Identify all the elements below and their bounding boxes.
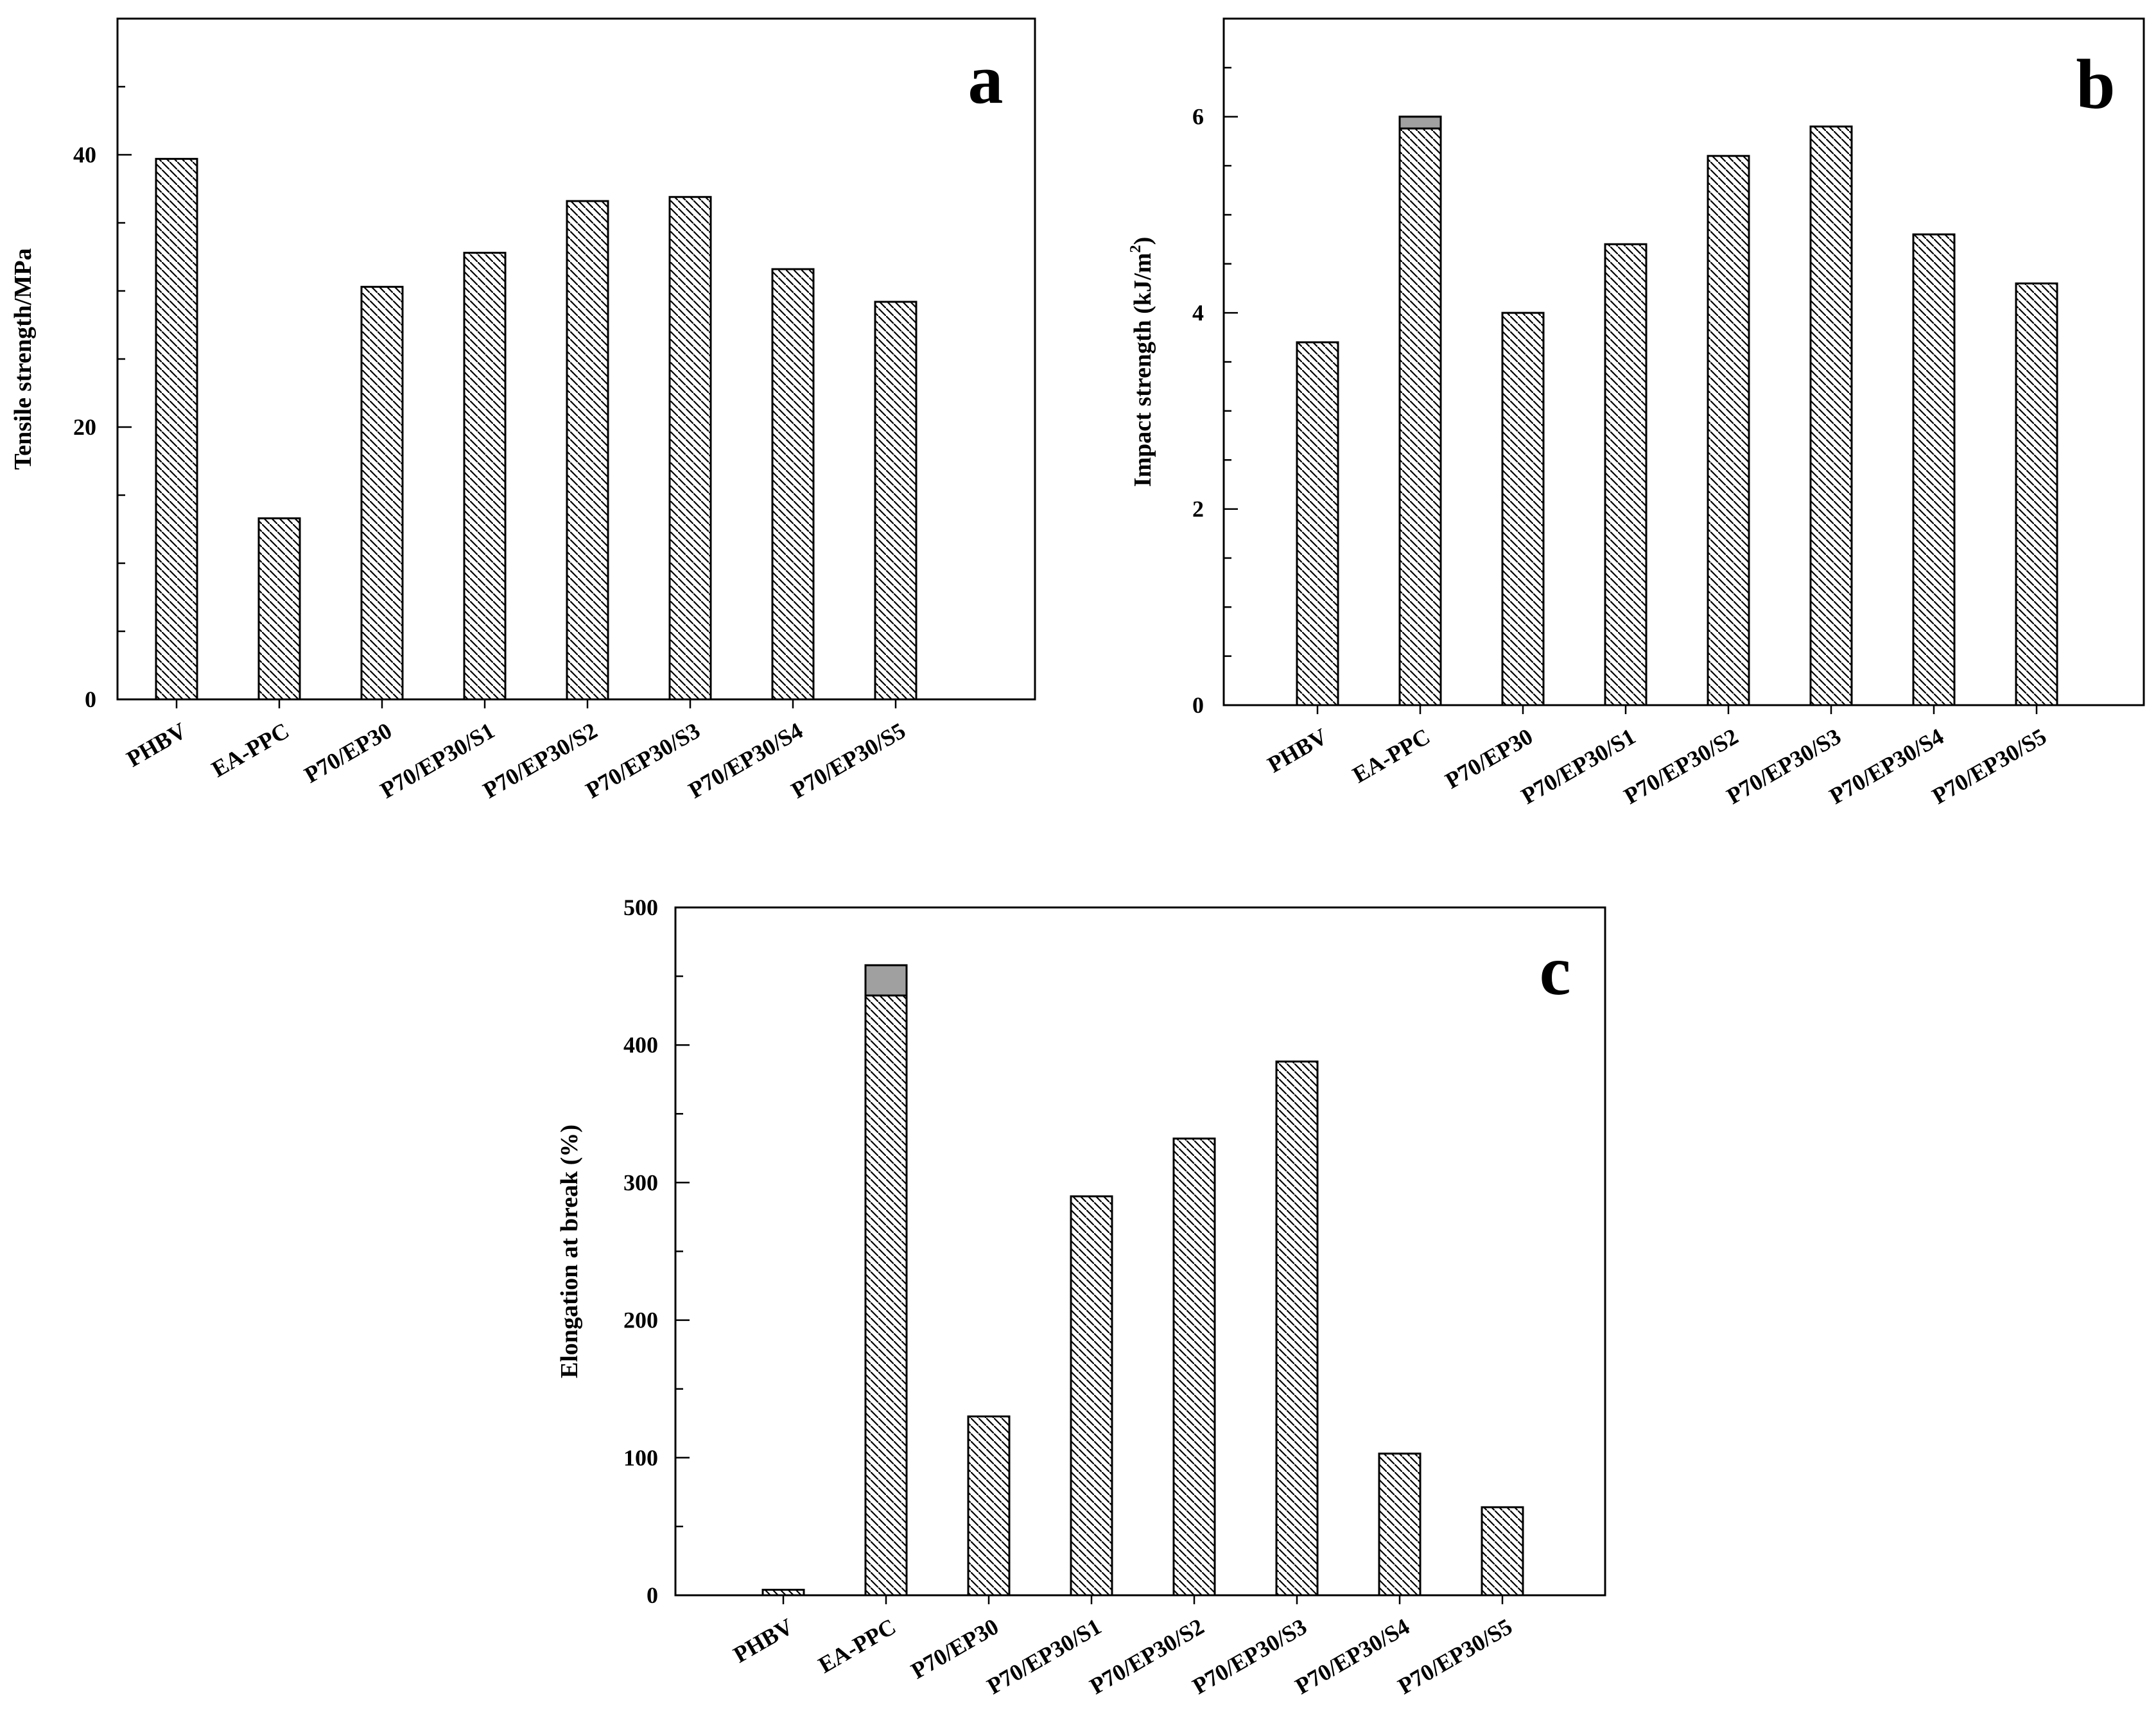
y-tick-label: 100 <box>623 1445 658 1471</box>
bar-p70-ep30-s5 <box>2015 282 2058 706</box>
bar-p70-ep30 <box>967 1415 1011 1597</box>
bar-cap-ea-ppc <box>864 964 908 997</box>
bar-p70-ep30 <box>1501 311 1545 706</box>
y-axis-label-superscript: 2 <box>1127 245 1144 252</box>
y-tick-label: 0 <box>85 687 96 712</box>
y-axis-label-text: Tensile strength/MPa <box>10 248 37 469</box>
y-tick-label: 4 <box>1192 300 1204 326</box>
x-tick-label-phbv: PHBV <box>1263 723 1332 778</box>
bar-ea-ppc <box>1398 116 1442 706</box>
bar-p70-ep30-s2 <box>1172 1137 1216 1597</box>
x-tick-label-p70-ep30-s1: P70/EP30/S1 <box>1517 723 1640 809</box>
y-axis-label-text: Elongation at break (%) <box>556 1125 583 1378</box>
x-tick-label-p70-ep30-s2: P70/EP30/S2 <box>1085 1613 1208 1699</box>
bar-p70-ep30-s4 <box>1378 1452 1421 1597</box>
panel-letter: a <box>968 40 1004 118</box>
bar-ea-ppc <box>257 517 301 701</box>
plot-frame <box>1222 17 2145 706</box>
x-tick-label-p70-ep30-s3: P70/EP30/S3 <box>1723 723 1846 809</box>
y-axis-label: Elongation at break (%) <box>556 1125 583 1378</box>
x-tick-label-p70-ep30-s4: P70/EP30/S4 <box>1291 1613 1414 1699</box>
x-tick-label-phbv: PHBV <box>122 717 191 772</box>
y-axis-label-text: Impact strength (kJ/m <box>1129 253 1156 487</box>
y-tick-label: 500 <box>623 895 658 920</box>
bar-p70-ep30-s3 <box>1275 1060 1319 1597</box>
x-tick-label-p70-ep30-s4: P70/EP30/S4 <box>1825 723 1949 809</box>
bar-phbv <box>1296 341 1339 706</box>
bar-phbv <box>761 1588 805 1597</box>
y-axis-label: Tensile strength/MPa <box>10 248 37 469</box>
x-tick-label-ea-ppc: EA-PPC <box>814 1613 900 1678</box>
x-tick-label-p70-ep30-s1: P70/EP30/S1 <box>982 1613 1106 1699</box>
x-tick-label-p70-ep30-s1: P70/EP30/S1 <box>376 717 499 803</box>
panel-letter: c <box>1540 931 1571 1010</box>
y-tick-label: 0 <box>1192 692 1204 718</box>
y-tick-label: 400 <box>623 1032 658 1058</box>
plot-frame <box>674 906 1606 1597</box>
bar-p70-ep30-s1 <box>463 252 507 701</box>
bar-p70-ep30-s4 <box>1912 233 1956 706</box>
x-tick-label-p70-ep30-s3: P70/EP30/S3 <box>581 717 704 803</box>
bar-p70-ep30-s2 <box>1707 155 1750 706</box>
y-tick-label: 20 <box>73 414 96 440</box>
x-tick-label-p70-ep30-s2: P70/EP30/S2 <box>1620 723 1743 809</box>
bar-ea-ppc <box>864 964 908 1597</box>
x-tick-label-p70-ep30-s3: P70/EP30/S3 <box>1188 1613 1311 1699</box>
bar-p70-ep30-s1 <box>1070 1195 1113 1597</box>
x-tick-label-p70-ep30-s5: P70/EP30/S5 <box>787 717 910 803</box>
y-tick-label: 6 <box>1192 104 1204 130</box>
bar-p70-ep30-s5 <box>874 301 917 701</box>
y-axis-label-suffix: ) <box>1129 237 1156 245</box>
x-tick-label-p70-ep30-s5: P70/EP30/S5 <box>1394 1613 1517 1699</box>
bar-p70-ep30-s3 <box>668 196 712 701</box>
bar-p70-ep30-s1 <box>1604 243 1647 706</box>
y-tick-label: 300 <box>623 1169 658 1195</box>
x-tick-label-p70-ep30-s5: P70/EP30/S5 <box>1928 723 2051 809</box>
x-tick-label-phbv: PHBV <box>729 1613 797 1668</box>
x-tick-label-ea-ppc: EA-PPC <box>207 717 293 782</box>
y-tick-label: 40 <box>73 142 96 168</box>
y-axis-label: Impact strength (kJ/m2) <box>1127 237 1156 487</box>
panel-letter: b <box>2076 45 2115 123</box>
bar-p70-ep30-s4 <box>771 268 815 701</box>
y-tick-label: 200 <box>623 1308 658 1333</box>
bar-cap-ea-ppc <box>1398 116 1442 130</box>
x-tick-label-ea-ppc: EA-PPC <box>1348 723 1434 788</box>
bar-p70-ep30-s3 <box>1809 125 1853 706</box>
bar-p70-ep30-s2 <box>566 200 609 701</box>
bar-phbv <box>155 157 198 701</box>
y-tick-label: 2 <box>1192 496 1204 522</box>
bar-p70-ep30-s5 <box>1481 1506 1524 1597</box>
bar-p70-ep30 <box>360 286 404 701</box>
y-tick-label: 0 <box>647 1582 658 1608</box>
x-tick-label-p70-ep30-s2: P70/EP30/S2 <box>478 717 602 803</box>
x-tick-label-p70-ep30-s4: P70/EP30/S4 <box>684 717 807 803</box>
